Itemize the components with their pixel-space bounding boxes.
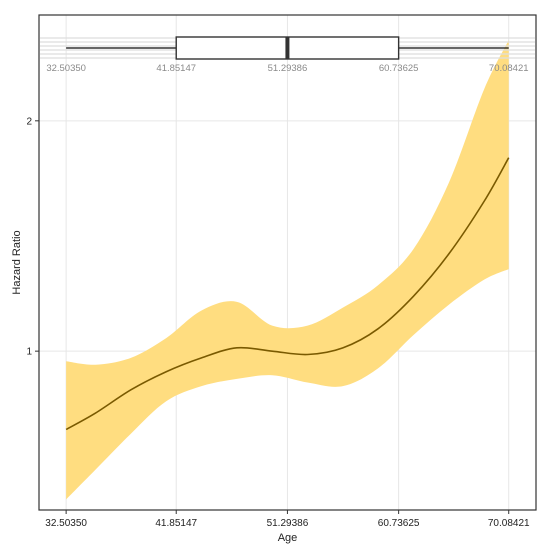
boxplot-quantile-label: 51.29386	[268, 63, 308, 74]
x-tick-label: 41.85147	[155, 518, 197, 529]
y-tick-label: 1	[26, 347, 32, 358]
boxplot-quantile-label: 41.85147	[156, 63, 196, 74]
y-axis-label: Hazard Ratio	[11, 230, 23, 294]
x-tick-label: 70.08421	[488, 518, 530, 529]
x-tick-label: 51.29386	[267, 518, 309, 529]
boxplot-quantile-label: 60.73625	[379, 63, 419, 74]
age-boxplot	[40, 36, 535, 60]
x-tick-label: 32.50350	[45, 518, 87, 529]
confidence-band	[66, 40, 509, 500]
boxplot-quantile-labels: 32.50350 41.85147 51.29386 60.73625 70.08421	[46, 63, 528, 74]
x-axis: 32.50350 41.85147 51.29386 60.73625 70.08421	[45, 510, 530, 529]
boxplot-quantile-label: 70.08421	[489, 63, 529, 74]
boxplot-quantile-label: 32.50350	[46, 63, 86, 74]
x-axis-label: Age	[278, 532, 298, 544]
y-axis: 12	[26, 116, 39, 358]
y-tick-label: 2	[26, 116, 32, 127]
x-tick-label: 60.73625	[378, 518, 420, 529]
hazard-ratio-line	[65, 157, 510, 431]
